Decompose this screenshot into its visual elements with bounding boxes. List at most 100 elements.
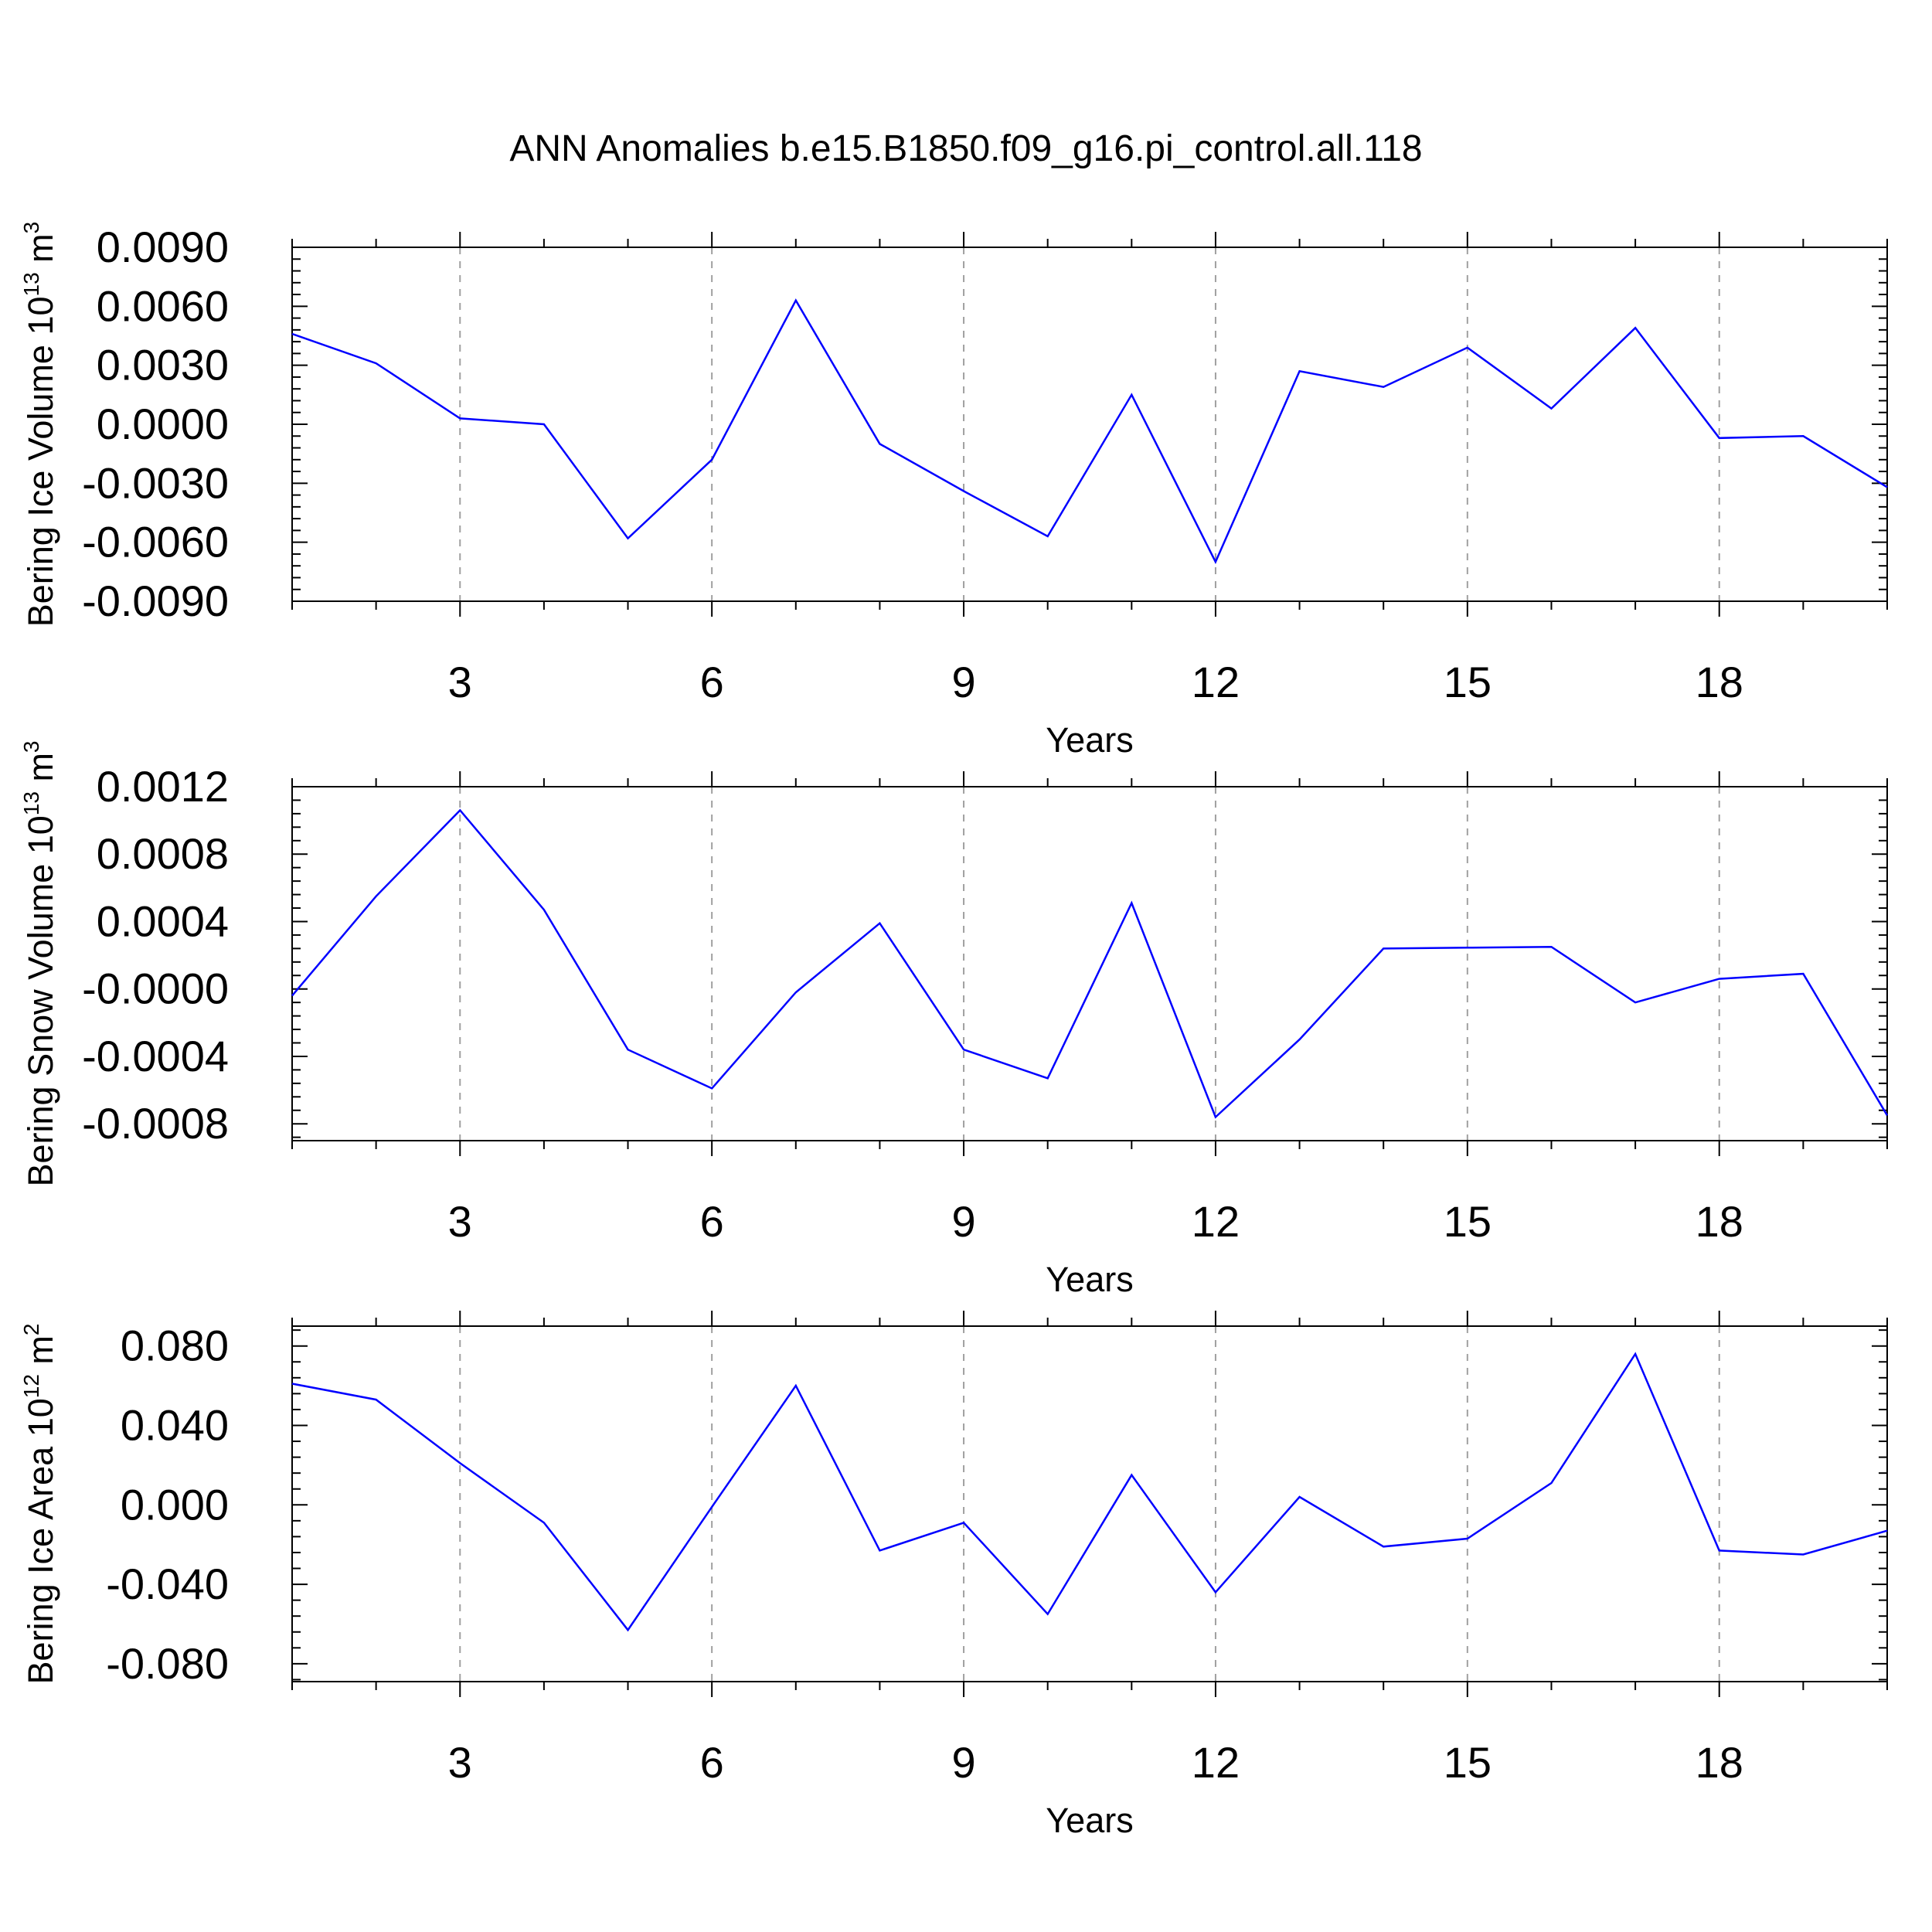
panel-2-series-line: [291, 808, 1889, 1119]
panel-1-data-point: [626, 536, 631, 541]
panel-1-data-point: [961, 489, 966, 494]
panel-1-data-point: [1129, 393, 1134, 397]
panel-1-x-tick-label: 3: [448, 658, 472, 706]
panel-1-y-tick-label: 0.0000: [97, 400, 229, 448]
panel-1-data-point: [1213, 560, 1218, 564]
panel-2-y-tick-label: -0.0000: [82, 964, 229, 1013]
panel-2-y-tick-label: 0.0008: [97, 829, 229, 878]
panel-3-data-point: [709, 1505, 714, 1509]
panel-1-x-tick-label: 9: [951, 658, 975, 706]
panel-3-x-tick-label: 15: [1444, 1738, 1492, 1787]
panel-2-y-tick-label: 0.0012: [97, 762, 229, 811]
panel-1-y-tick-label: 0.0030: [97, 341, 229, 389]
panel-3-y-tick-label: 0.000: [121, 1480, 229, 1529]
panel-1-x-axis-label: Years: [1046, 720, 1133, 760]
panel-1-y-tick-label: 0.0090: [97, 223, 229, 271]
panel-2-data-point: [1465, 945, 1470, 950]
panel-1-data-point: [542, 422, 546, 427]
panel-3-data-point: [542, 1520, 546, 1525]
panel-2-data-point: [1801, 971, 1805, 976]
panel-2-x-tick-label: 12: [1192, 1197, 1240, 1246]
panel-2-x-tick-label: 9: [951, 1197, 975, 1246]
panel-2-y-tick-label: 0.0004: [97, 896, 229, 945]
panel-2-y-axis-label: Bering Snow Volume 1013 m3: [19, 740, 60, 1186]
panel-3-x-tick-label: 3: [448, 1738, 472, 1787]
panel-2-data-point: [1129, 900, 1134, 905]
panel-3-data-point: [1046, 1612, 1050, 1617]
panel-3-y-tick-label: -0.040: [106, 1560, 229, 1608]
panel-3-data-point: [961, 1520, 966, 1525]
panel-2-data-point: [877, 921, 882, 926]
panel-2-x-axis-label: Years: [1046, 1260, 1133, 1299]
panel-3-data-point: [1633, 1352, 1638, 1356]
panel-3-data-point: [290, 1382, 294, 1386]
panel-3-data-point: [1298, 1495, 1302, 1499]
panel-1-data-point: [1381, 385, 1386, 389]
panel-2-x-tick-label: 3: [448, 1197, 472, 1246]
panel-2-data-point: [1885, 1113, 1889, 1117]
panel-2-plot-frame: [291, 786, 1888, 1141]
panel-1-y-tick-label: -0.0090: [82, 577, 229, 625]
panel-2-data-point: [290, 993, 294, 998]
panel-3-data-point: [1213, 1590, 1218, 1594]
panel-1-data-point: [1465, 345, 1470, 350]
panel-3-data-point: [457, 1461, 462, 1465]
panel-2-data-point: [457, 808, 462, 813]
panel-3-x-tick-label: 9: [951, 1738, 975, 1787]
panel-1-data-point: [1717, 436, 1722, 440]
panel-3-data-point: [1885, 1529, 1889, 1533]
panel-3-x-axis-label: Years: [1046, 1801, 1133, 1840]
panel-1-data-point: [1801, 434, 1805, 438]
panel-2-data-point: [374, 894, 379, 899]
panel-3-y-tick-label: -0.080: [106, 1639, 229, 1688]
panel-3-y-tick-label: 0.080: [121, 1321, 229, 1370]
panel-1-y-tick-label: 0.0060: [97, 281, 229, 330]
panel-2-y-tick-label: -0.0008: [82, 1099, 229, 1148]
panel-3-x-tick-label: 18: [1696, 1738, 1743, 1787]
panel-3-x-tick-label: 6: [700, 1738, 724, 1787]
panel-1-data-point: [709, 457, 714, 462]
panel-2-data-point: [1633, 1000, 1638, 1005]
panel-1-data-point: [877, 441, 882, 446]
panel-2-x-tick-label: 18: [1696, 1197, 1743, 1246]
panel-2-data-point: [961, 1047, 966, 1052]
chart-title: ANN Anomalies b.e15.B1850.f09_g16.pi_con…: [509, 128, 1423, 169]
panel-3-data-point: [1801, 1553, 1805, 1557]
panel-2-data-point: [1298, 1037, 1302, 1042]
panel-1-data-point: [290, 332, 294, 336]
panel-1-y-tick-label: -0.0030: [82, 458, 229, 507]
panel-1-y-tick-label: -0.0060: [82, 518, 229, 566]
panel-2-data-point: [542, 907, 546, 912]
panel-1-data-point: [1046, 534, 1050, 539]
panel-3-data-point: [1549, 1481, 1553, 1485]
panel-2-y-tick-label: -0.0004: [82, 1032, 229, 1080]
panel-3-y-tick-label: 0.040: [121, 1400, 229, 1449]
panel-3-data-point: [1465, 1536, 1470, 1541]
panel-1-data-point: [1633, 325, 1638, 330]
panel-2-data-point: [794, 990, 798, 995]
panel-3-data-point: [1129, 1473, 1134, 1478]
panel-1-data-point: [1549, 406, 1553, 411]
panel-3-series-line: [291, 1352, 1888, 1632]
panel-2-data-point: [1046, 1076, 1050, 1080]
panel-2-x-tick-label: 15: [1444, 1197, 1492, 1246]
panel-3-data-point: [877, 1548, 882, 1553]
panel-1-x-tick-label: 12: [1192, 658, 1240, 706]
panel-2-data-point: [709, 1086, 714, 1090]
panel-3-data-point: [794, 1383, 798, 1388]
panel-1-x-tick-label: 18: [1696, 658, 1743, 706]
panel-1-data-point: [374, 361, 379, 366]
panel-3-data-point: [1717, 1548, 1722, 1553]
panel-1-data-point: [457, 416, 462, 420]
panel-2-data-point: [1549, 944, 1553, 949]
panel-1-x-tick-label: 15: [1444, 658, 1492, 706]
panel-2-data-point: [1717, 977, 1722, 981]
panel-3-data-point: [626, 1628, 631, 1632]
panel-2-x-tick-label: 6: [700, 1197, 724, 1246]
panel-3-data-point: [374, 1397, 379, 1402]
panel-3-data-point: [1381, 1544, 1386, 1549]
panel-3-plot-frame: [291, 1325, 1888, 1682]
panel-3-x-tick-label: 12: [1192, 1738, 1240, 1787]
panel-2-data-point: [1213, 1114, 1218, 1119]
panel-1-data-point: [794, 298, 798, 303]
